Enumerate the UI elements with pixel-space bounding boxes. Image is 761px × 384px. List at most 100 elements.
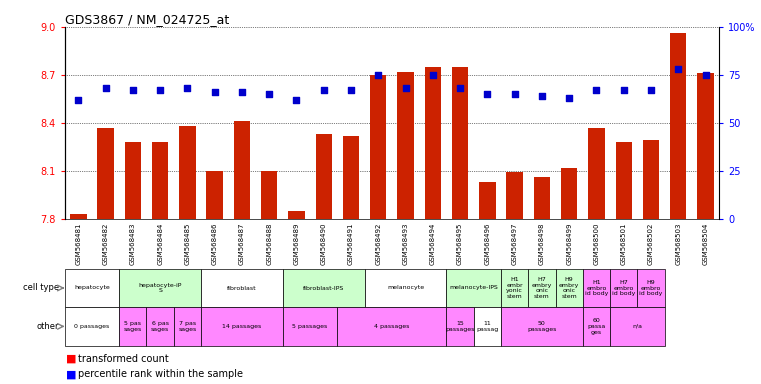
Bar: [201, 269, 283, 307]
Bar: [119, 269, 201, 307]
Bar: [610, 307, 664, 346]
Text: GSM568496: GSM568496: [484, 223, 490, 265]
Text: GSM568494: GSM568494: [430, 223, 436, 265]
Text: H9
embry
onic
stem: H9 embry onic stem: [559, 277, 579, 299]
Bar: [180, 126, 196, 219]
Point: [154, 87, 166, 93]
Point: [345, 87, 357, 93]
Text: ■: ■: [66, 354, 77, 364]
Bar: [97, 127, 114, 219]
Text: H7
embro
id body: H7 embro id body: [612, 280, 635, 296]
Text: H1
embr
yonic
stem: H1 embr yonic stem: [506, 277, 523, 299]
Text: GSM568497: GSM568497: [511, 223, 517, 265]
Text: H1
embro
id body: H1 embro id body: [584, 280, 608, 296]
Bar: [528, 269, 556, 307]
Point: [317, 87, 330, 93]
Bar: [638, 269, 664, 307]
Bar: [473, 307, 501, 346]
Text: GSM568495: GSM568495: [457, 223, 463, 265]
Text: transformed count: transformed count: [78, 354, 169, 364]
Bar: [447, 269, 501, 307]
Text: other: other: [37, 322, 59, 331]
Bar: [533, 177, 550, 219]
Bar: [425, 67, 441, 219]
Bar: [283, 307, 337, 346]
Bar: [556, 269, 583, 307]
Text: GSM568498: GSM568498: [539, 223, 545, 265]
Bar: [152, 142, 168, 219]
Bar: [452, 67, 468, 219]
Bar: [206, 171, 223, 219]
Text: GSM568504: GSM568504: [702, 223, 708, 265]
Bar: [65, 269, 119, 307]
Text: ■: ■: [66, 369, 77, 379]
Text: GSM568501: GSM568501: [621, 223, 627, 265]
Point: [618, 87, 630, 93]
Text: GSM568482: GSM568482: [103, 223, 109, 265]
Bar: [343, 136, 359, 219]
Point: [127, 87, 139, 93]
Text: H9
embro
id body: H9 embro id body: [639, 280, 663, 296]
Text: n/a: n/a: [632, 324, 642, 329]
Text: 7 pas
sages: 7 pas sages: [178, 321, 196, 332]
Bar: [583, 269, 610, 307]
Text: fibroblast: fibroblast: [227, 285, 256, 291]
Bar: [501, 269, 528, 307]
Text: GSM568503: GSM568503: [675, 223, 681, 265]
Bar: [316, 134, 332, 219]
Bar: [283, 269, 365, 307]
Point: [372, 72, 384, 78]
Text: 6 pas
sages: 6 pas sages: [151, 321, 169, 332]
Point: [181, 85, 193, 91]
Point: [591, 87, 603, 93]
Point: [699, 72, 712, 78]
Text: fibroblast-IPS: fibroblast-IPS: [303, 285, 345, 291]
Point: [209, 89, 221, 95]
Text: GSM568481: GSM568481: [75, 223, 81, 265]
Bar: [583, 307, 610, 346]
Bar: [697, 73, 714, 219]
Bar: [365, 269, 447, 307]
Text: 4 passages: 4 passages: [374, 324, 409, 329]
Bar: [119, 307, 146, 346]
Point: [72, 97, 84, 103]
Point: [645, 87, 657, 93]
Point: [454, 85, 466, 91]
Point: [236, 89, 248, 95]
Text: 50
passages: 50 passages: [527, 321, 556, 332]
Text: melanocyte: melanocyte: [387, 285, 424, 291]
Bar: [201, 307, 283, 346]
Text: GSM568488: GSM568488: [266, 223, 272, 265]
Text: melanocyte-IPS: melanocyte-IPS: [449, 285, 498, 291]
Bar: [125, 142, 141, 219]
Point: [291, 97, 303, 103]
Point: [563, 95, 575, 101]
Bar: [65, 307, 119, 346]
Bar: [670, 33, 686, 219]
Text: GSM568484: GSM568484: [157, 223, 163, 265]
Text: GSM568500: GSM568500: [594, 223, 600, 265]
Text: GSM568491: GSM568491: [348, 223, 354, 265]
Point: [400, 85, 412, 91]
Text: 15
passages: 15 passages: [445, 321, 475, 332]
Text: 14 passages: 14 passages: [222, 324, 262, 329]
Point: [508, 91, 521, 97]
Text: GSM568492: GSM568492: [375, 223, 381, 265]
Bar: [610, 269, 638, 307]
Bar: [337, 307, 447, 346]
Text: H7
embry
onic
stem: H7 embry onic stem: [532, 277, 552, 299]
Text: GSM568493: GSM568493: [403, 223, 409, 265]
Bar: [479, 182, 495, 219]
Text: 60
passa
ges: 60 passa ges: [587, 318, 606, 335]
Point: [100, 85, 112, 91]
Text: GSM568489: GSM568489: [294, 223, 300, 265]
Bar: [370, 75, 387, 219]
Bar: [588, 127, 605, 219]
Bar: [146, 307, 174, 346]
Point: [427, 72, 439, 78]
Bar: [261, 171, 277, 219]
Bar: [174, 307, 201, 346]
Bar: [501, 307, 583, 346]
Bar: [288, 211, 304, 219]
Text: GSM568502: GSM568502: [648, 223, 654, 265]
